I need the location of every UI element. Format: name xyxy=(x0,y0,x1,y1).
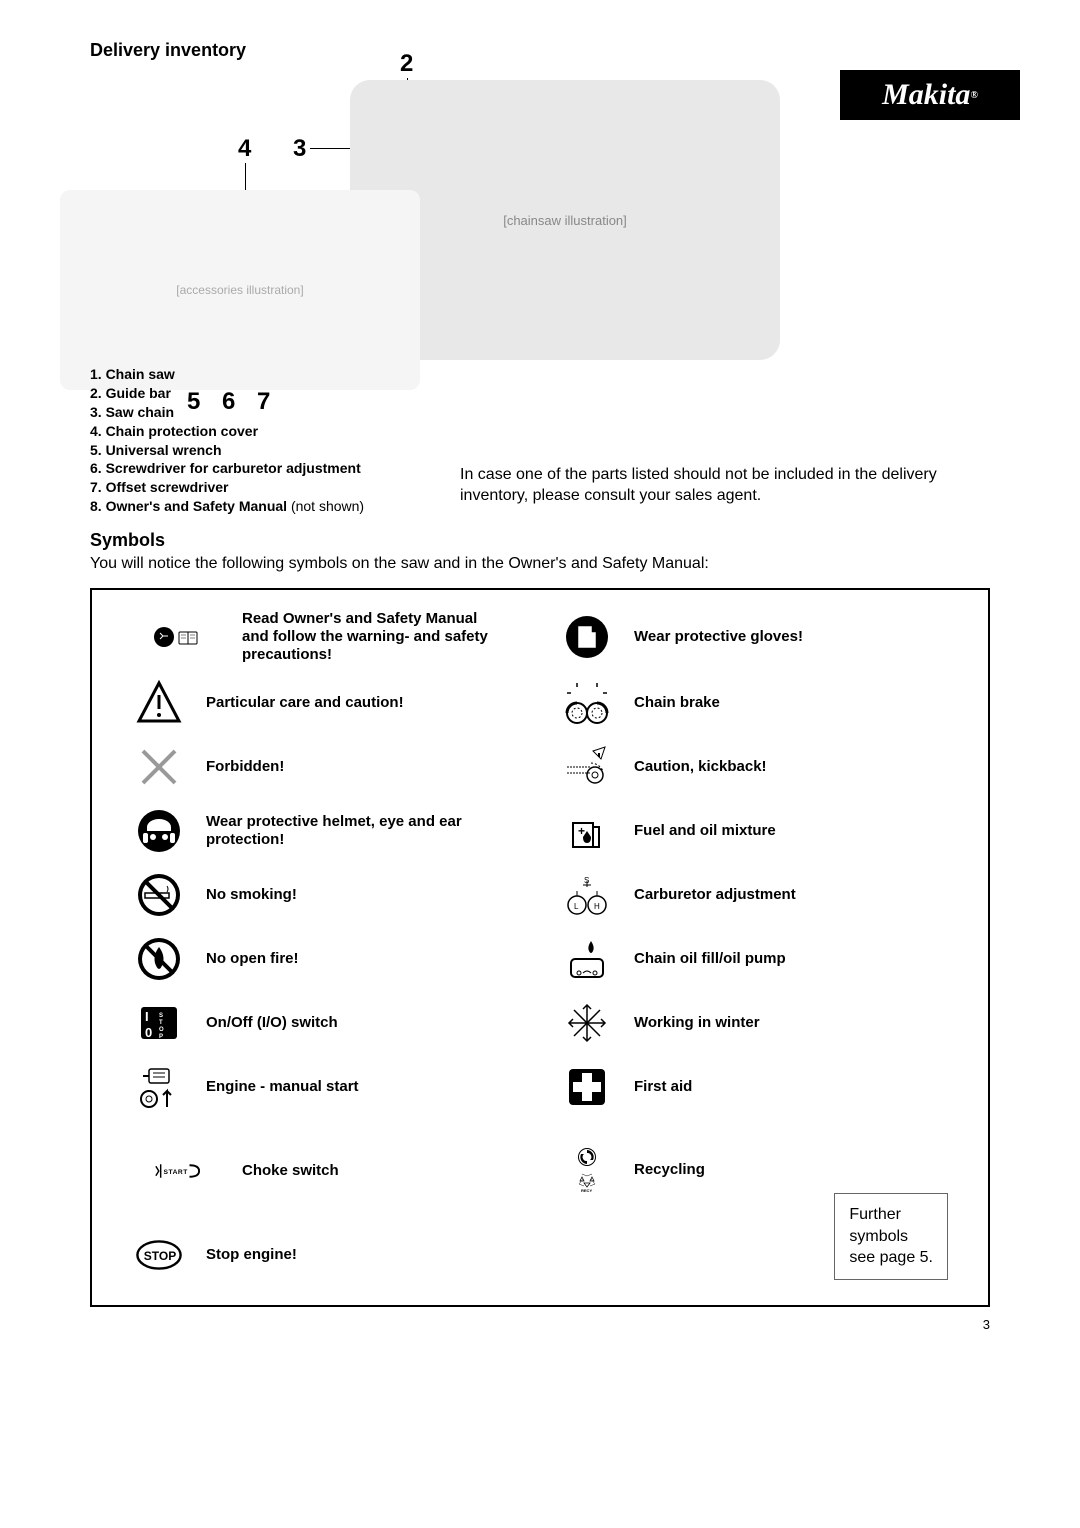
symbol-row: Working in winter xyxy=(560,998,948,1048)
parts-list: 1. Chain saw 2. Guide bar 3. Saw chain 4… xyxy=(90,365,364,516)
symbol-row: STOP Stop engine! xyxy=(132,1230,520,1280)
symbol-row: Engine - manual start xyxy=(132,1062,520,1112)
fuel-oil-icon: + xyxy=(560,806,614,856)
symbol-row: I0 STOP On/Off (I/O) switch xyxy=(132,998,520,1048)
callout-4: 4 xyxy=(238,135,251,163)
part-item: 6. Screwdriver for carburetor adjustment xyxy=(90,459,364,478)
symbol-row: Chain oil fill/oil pump xyxy=(560,934,948,984)
svg-text:O: O xyxy=(159,1027,164,1033)
svg-text:T: T xyxy=(159,1020,163,1026)
caution-icon xyxy=(132,678,186,728)
symbol-row: Chain brake xyxy=(560,678,948,728)
part-item: 3. Saw chain xyxy=(90,403,364,422)
first-aid-icon xyxy=(560,1062,614,1112)
svg-text:S: S xyxy=(159,1013,163,1019)
symbol-label: On/Off (I/O) switch xyxy=(206,1014,338,1032)
forbidden-icon xyxy=(132,742,186,792)
symbols-box: Read Owner's and Safety Manual and follo… xyxy=(90,588,990,1307)
delivery-inventory-title: Delivery inventory xyxy=(90,40,246,61)
symbol-row: START Choke switch xyxy=(132,1126,520,1216)
svg-text:START: START xyxy=(164,1169,189,1176)
symbol-row: Forbidden! xyxy=(132,742,520,792)
symbol-row: L H S Carburetor adjustment xyxy=(560,870,948,920)
symbol-label: Engine - manual start xyxy=(206,1078,359,1096)
logo-text: Makita xyxy=(882,78,970,112)
no-fire-icon xyxy=(132,934,186,984)
symbol-label: Wear protective gloves! xyxy=(634,628,803,646)
symbol-label: Recycling xyxy=(634,1126,705,1179)
svg-text:RECY: RECY xyxy=(581,1188,592,1193)
gloves-icon xyxy=(560,612,614,662)
kickback-icon xyxy=(560,742,614,792)
part-item: 5. Universal wrench xyxy=(90,441,364,460)
part-item: 4. Chain protection cover xyxy=(90,422,364,441)
carburetor-icon: L H S xyxy=(560,870,614,920)
symbol-label: Fuel and oil mixture xyxy=(634,822,776,840)
symbol-label: First aid xyxy=(634,1078,692,1096)
further-line: see page 5. xyxy=(849,1247,933,1269)
part-item: 2. Guide bar xyxy=(90,384,364,403)
symbol-row: Caution, kickback! xyxy=(560,742,948,792)
page-number: 3 xyxy=(60,1317,1020,1332)
symbol-label: Chain oil fill/oil pump xyxy=(634,950,786,968)
helmet-icon xyxy=(132,806,186,856)
svg-text:0: 0 xyxy=(145,1025,152,1040)
symbol-row: Wear protective helmet, eye and ear prot… xyxy=(132,806,520,856)
symbol-label: No open fire! xyxy=(206,950,299,968)
part-item: 8. Owner's and Safety Manual (not shown) xyxy=(90,497,364,516)
stop-engine-icon: STOP xyxy=(132,1230,186,1280)
registered-mark: ® xyxy=(970,90,977,101)
svg-text:H: H xyxy=(594,902,600,911)
symbol-label: Chain brake xyxy=(634,694,720,712)
chain-oil-icon xyxy=(560,934,614,984)
symbol-row: No smoking! xyxy=(132,870,520,920)
symbol-label: Read Owner's and Safety Manual and follo… xyxy=(242,610,502,664)
svg-text:I: I xyxy=(145,1009,149,1024)
part-item: 7. Offset screwdriver xyxy=(90,478,364,497)
symbol-row: Particular care and caution! xyxy=(132,678,520,728)
symbol-label: No smoking! xyxy=(206,886,297,904)
symbol-row: No open fire! xyxy=(132,934,520,984)
symbol-label: Carburetor adjustment xyxy=(634,886,796,904)
symbol-label: Particular care and caution! xyxy=(206,694,404,712)
svg-text:STOP: STOP xyxy=(144,1249,176,1263)
symbols-intro: You will notice the following symbols on… xyxy=(90,555,1020,573)
symbols-title: Symbols xyxy=(90,530,1020,551)
delivery-note: In case one of the parts listed should n… xyxy=(460,465,950,507)
engine-start-icon xyxy=(132,1062,186,1112)
makita-logo: Makita® xyxy=(840,70,1020,120)
symbols-grid: Read Owner's and Safety Manual and follo… xyxy=(132,610,948,1280)
read-manual-icon xyxy=(132,612,222,662)
further-symbols-box: Further symbols see page 5. xyxy=(834,1193,948,1280)
further-line: symbols xyxy=(849,1226,933,1248)
recycling-icon: RECY xyxy=(560,1126,614,1216)
accessories-image: [accessories illustration] xyxy=(60,190,420,390)
winter-icon xyxy=(560,998,614,1048)
svg-text:L: L xyxy=(574,902,579,911)
symbol-row: + Fuel and oil mixture xyxy=(560,806,948,856)
symbol-row: Read Owner's and Safety Manual and follo… xyxy=(132,610,520,664)
symbol-row: Wear protective gloves! xyxy=(560,610,948,664)
symbol-label: Forbidden! xyxy=(206,758,284,776)
symbol-label: Working in winter xyxy=(634,1014,760,1032)
symbol-label: Wear protective helmet, eye and ear prot… xyxy=(206,813,466,849)
callout-2: 2 xyxy=(400,50,413,78)
symbol-row: First aid xyxy=(560,1062,948,1112)
symbol-label: Choke switch xyxy=(242,1162,339,1180)
svg-text:S: S xyxy=(584,876,589,885)
symbol-label: Caution, kickback! xyxy=(634,758,767,776)
no-smoking-icon xyxy=(132,870,186,920)
on-off-switch-icon: I0 STOP xyxy=(132,998,186,1048)
symbol-label: Stop engine! xyxy=(206,1246,297,1264)
further-line: Further xyxy=(849,1204,933,1226)
callout-3: 3 xyxy=(293,135,306,163)
choke-switch-icon: START xyxy=(132,1146,222,1196)
svg-text:P: P xyxy=(159,1034,163,1040)
part-item: 1. Chain saw xyxy=(90,365,364,384)
chain-brake-icon xyxy=(560,678,614,728)
